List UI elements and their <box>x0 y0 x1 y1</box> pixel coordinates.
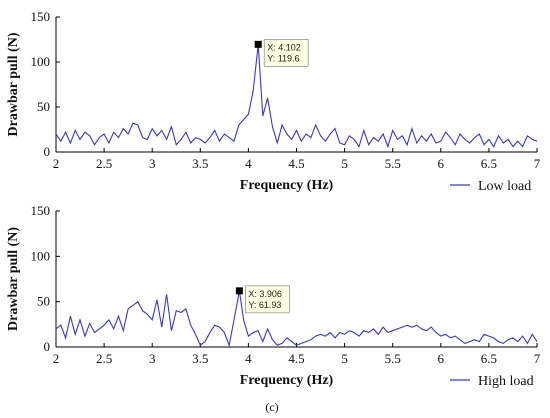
y-tick-label: 100 <box>31 54 51 69</box>
y-tick-label: 150 <box>31 203 51 218</box>
legend-label: High load <box>478 374 534 389</box>
x-tick-label: 3 <box>149 156 156 171</box>
peak-marker <box>254 40 262 48</box>
x-tick-label: 6.5 <box>481 156 497 171</box>
datatip-y: Y: 119.6 <box>267 53 299 63</box>
datatip-x: X: 3.906 <box>248 289 282 299</box>
x-tick-label: 3.5 <box>192 156 208 171</box>
x-tick-label: 2.5 <box>96 351 112 366</box>
x-tick-label: 3.5 <box>192 351 208 366</box>
x-tick-label: 7 <box>534 156 541 171</box>
x-tick-label: 5.5 <box>385 156 401 171</box>
x-tick-label: 4 <box>245 156 252 171</box>
x-tick-label: 4.5 <box>288 351 304 366</box>
series-line <box>55 290 538 348</box>
y-axis-title: Drawbar pull (N) <box>6 227 21 331</box>
x-axis-title: Frequency (Hz) <box>240 373 334 388</box>
x-tick-label: 4.5 <box>288 156 304 171</box>
chart-panel-low-load: 2 2.5 3 3.5 4 4.5 5 5.5 6 6.5 7 0 50 100 150 Frequency … <box>6 9 541 194</box>
x-tick-label: 2 <box>53 156 60 171</box>
datatip-x: X: 4.102 <box>267 42 301 52</box>
x-tick-label: 6 <box>438 156 445 171</box>
x-tick-label: 4 <box>245 351 252 366</box>
y-tick-label: 0 <box>44 144 51 159</box>
y-tick-label: 150 <box>31 9 51 24</box>
y-axis-title: Drawbar pull (N) <box>6 32 21 136</box>
x-tick-label: 5 <box>341 156 348 171</box>
datatip-box <box>263 39 309 67</box>
y-tick-label: 0 <box>44 339 51 354</box>
datatip-box <box>245 285 290 314</box>
x-tick-label: 6.5 <box>481 351 497 366</box>
x-tick-label: 6 <box>438 351 445 366</box>
x-tick-label: 7 <box>534 351 541 366</box>
x-tick-label: 3 <box>149 351 156 366</box>
figure-caption: (c) <box>265 400 278 414</box>
peak-marker <box>235 287 243 295</box>
datatip-y: Y: 61.93 <box>248 300 281 310</box>
x-tick-label: 2 <box>53 351 60 366</box>
series-line <box>55 44 538 149</box>
x-tick-label: 5.5 <box>385 351 401 366</box>
legend-label: Low load <box>478 179 531 194</box>
y-tick-label: 50 <box>37 99 50 114</box>
chart-panel-high-load: 2 2.5 3 3.5 4 4.5 5 5.5 6 6.5 7 0 50 100 150 Frequency … <box>6 203 541 389</box>
y-tick-label: 50 <box>37 294 50 309</box>
x-axis-title: Frequency (Hz) <box>240 178 334 193</box>
x-tick-label: 5 <box>341 351 348 366</box>
x-tick-label: 2.5 <box>96 156 112 171</box>
y-tick-label: 100 <box>31 248 51 263</box>
